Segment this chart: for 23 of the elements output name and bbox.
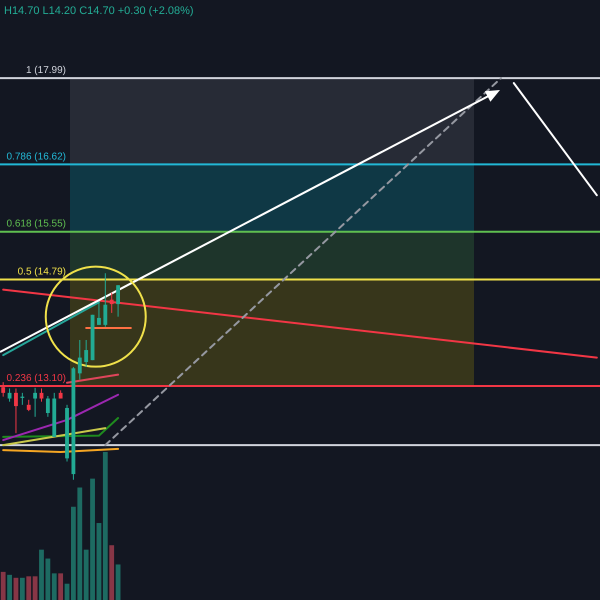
candlestick [33,387,38,418]
annotation: H14.70 L14.20 C14.70 +0.30 (+2.08%) [4,5,194,17]
candlestick [84,339,88,368]
candlestick [103,272,108,328]
bar [14,578,18,600]
bar [0,572,6,600]
bar [7,574,12,600]
candlestick [116,284,120,318]
ref-line-label: 0.618 (15.55) [6,218,66,230]
ref-line-label: 0.786 (16.62) [6,151,66,162]
ref-line-label: 0.5 (14.79) [18,266,66,278]
bar [116,564,120,600]
candlestick [110,292,114,314]
bar [58,573,64,600]
candlestick [46,396,50,418]
ref-line-label: 1 (17.99) [26,65,66,76]
ref-line-label: 0.236 (13.10) [6,372,66,384]
bar [109,545,114,600]
candlestick [20,392,24,406]
candlestick [8,388,12,402]
bar [20,578,25,600]
candlestick [78,339,82,380]
candlestick [26,399,31,412]
